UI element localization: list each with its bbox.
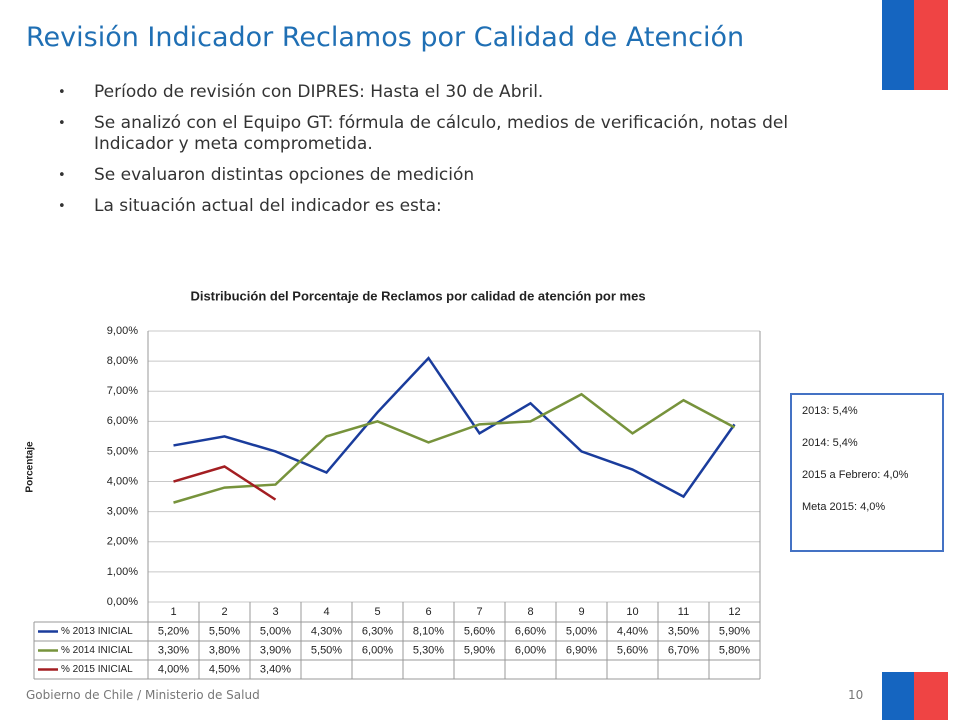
table-cell: 5,00% [566, 625, 597, 637]
series-line [173, 392, 736, 504]
info-line: 2014: 5,4% [802, 437, 858, 449]
x-tick-label: 1 [170, 606, 176, 618]
table-cell: 6,70% [668, 644, 699, 656]
flag-red [914, 0, 948, 90]
table-cell: 5,60% [464, 625, 495, 637]
x-tick-label: 7 [476, 606, 482, 618]
flag-red [914, 672, 948, 720]
table-cell: 4,00% [158, 663, 189, 675]
y-axis-label: Porcentaje [25, 441, 36, 493]
table-cell: 4,40% [617, 625, 648, 637]
table-cell: 5,30% [413, 644, 444, 656]
table-cell: 6,60% [515, 625, 546, 637]
info-line: 2015 a Febrero: 4,0% [802, 469, 909, 481]
x-tick-label: 9 [578, 606, 584, 618]
table-cell: 4,50% [209, 663, 240, 675]
table-cell: 5,50% [209, 625, 240, 637]
table-cell: 3,30% [158, 644, 189, 656]
table-cell: 5,90% [464, 644, 495, 656]
x-tick-label: 2 [221, 606, 227, 618]
y-tick-label: 9,00% [107, 325, 138, 337]
table-cell: 5,90% [719, 625, 750, 637]
table-cell: 5,80% [719, 644, 750, 656]
table-cell: 8,10% [413, 625, 444, 637]
page-number: 10 [848, 688, 864, 702]
flag-blue [882, 672, 914, 720]
table-cell: 3,50% [668, 625, 699, 637]
y-tick-label: 2,00% [107, 536, 138, 548]
chart-title: Distribución del Porcentaje de Reclamos … [190, 288, 645, 303]
bullet: Se analizó con el Equipo GT: fórmula de … [56, 113, 796, 155]
legend-label: % 2013 INICIAL [61, 626, 133, 637]
footer: Gobierno de Chile / Ministerio de Salud [26, 688, 260, 702]
table-cell: 5,60% [617, 644, 648, 656]
info-box: 2013: 5,4% 2014: 5,4% 2015 a Febrero: 4,… [790, 393, 944, 552]
y-tick-label: 0,00% [107, 596, 138, 608]
bullet: Se evaluaron distintas opciones de medic… [56, 165, 796, 186]
y-tick-label: 5,00% [107, 445, 138, 457]
table-cell: 6,00% [515, 644, 546, 656]
legend-label: % 2015 INICIAL [61, 664, 133, 675]
y-tick-label: 8,00% [107, 355, 138, 367]
flag-blue [882, 0, 914, 90]
y-tick-label: 6,00% [107, 415, 138, 427]
table-cell: 3,90% [260, 644, 291, 656]
table-cell: 3,40% [260, 663, 291, 675]
table-cell: 6,00% [362, 644, 393, 656]
x-tick-label: 5 [374, 606, 380, 618]
table-cell: 6,90% [566, 644, 597, 656]
bullet-list: Período de revisión con DIPRES: Hasta el… [56, 82, 796, 227]
y-tick-label: 7,00% [107, 385, 138, 397]
table-cell: 5,50% [311, 644, 342, 656]
table-cell: 3,80% [209, 644, 240, 656]
x-tick-label: 11 [678, 606, 689, 618]
x-tick-label: 4 [323, 606, 329, 618]
y-tick-label: 4,00% [107, 475, 138, 487]
x-tick-label: 3 [272, 606, 278, 618]
y-tick-label: 1,00% [107, 566, 138, 578]
series-line [173, 356, 736, 499]
x-tick-label: 10 [626, 606, 638, 618]
series-line [173, 465, 277, 501]
table-cell: 6,30% [362, 625, 393, 637]
bullet: Período de revisión con DIPRES: Hasta el… [56, 82, 796, 103]
x-tick-label: 6 [425, 606, 431, 618]
legend-label: % 2014 INICIAL [61, 645, 133, 656]
info-line: Meta 2015: 4,0% [802, 501, 886, 513]
bullet: La situación actual del indicador es est… [56, 196, 796, 217]
x-tick-label: 12 [728, 606, 740, 618]
slide-title: Revisión Indicador Reclamos por Calidad … [26, 22, 745, 53]
table-cell: 4,30% [311, 625, 342, 637]
table-cell: 5,20% [158, 625, 189, 637]
x-tick-label: 8 [527, 606, 533, 618]
info-line: 2013: 5,4% [802, 405, 858, 417]
y-tick-label: 3,00% [107, 506, 138, 518]
table-cell: 5,00% [260, 625, 291, 637]
